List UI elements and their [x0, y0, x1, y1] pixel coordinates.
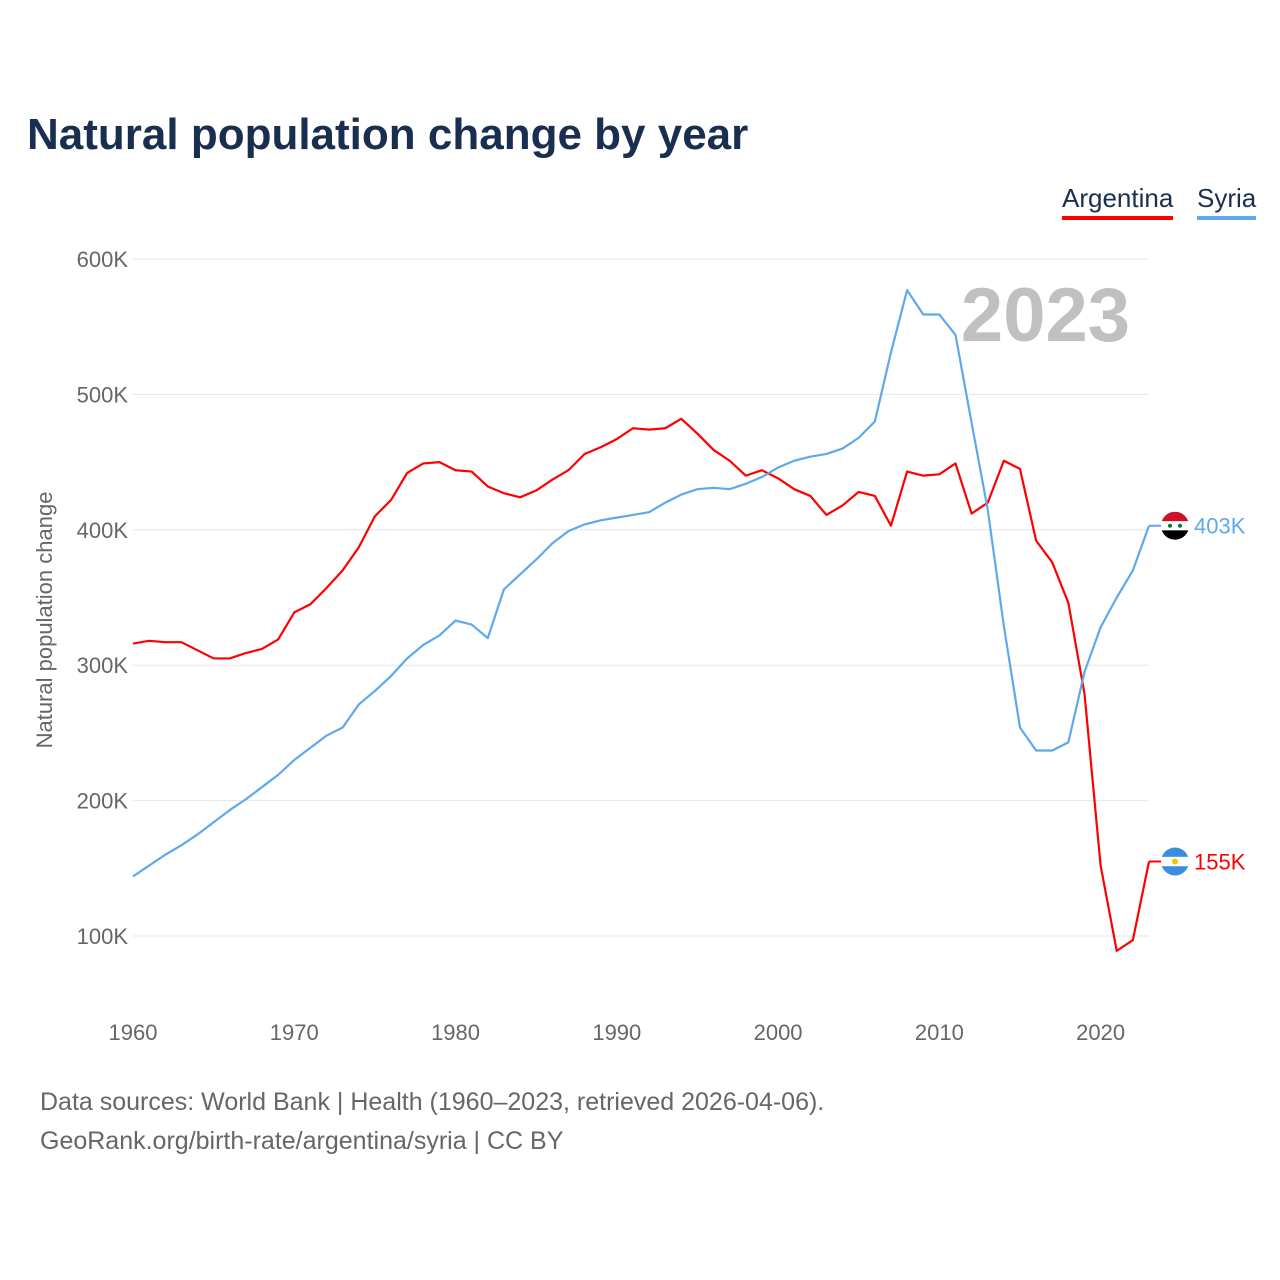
x-tick-label: 2000 [754, 1020, 803, 1045]
x-tick-label: 1960 [109, 1020, 158, 1045]
series-line-argentina [132, 417, 1151, 952]
y-tick-label: 100K [77, 924, 129, 949]
series-line-syria [132, 289, 1151, 878]
y-tick-label: 400K [77, 518, 129, 543]
attribution-note: GeoRank.org/birth-rate/argentina/syria |… [40, 1127, 564, 1155]
year-watermark: 2023 [961, 273, 1130, 358]
x-tick-label: 2010 [915, 1020, 964, 1045]
syria-flag-icon [1161, 511, 1189, 540]
end-value-label-syria: 403K [1194, 514, 1246, 539]
argentina-flag-icon [1161, 847, 1189, 876]
chart-title: Natural population change by year [27, 110, 749, 159]
x-tick-label: 1980 [431, 1020, 480, 1045]
x-tick-label: 1970 [270, 1020, 319, 1045]
legend-item-syria[interactable]: Syria [1197, 183, 1257, 220]
y-tick-label: 500K [77, 382, 129, 407]
y-axis-label: Natural population change [32, 492, 57, 749]
x-tick-label: 1990 [592, 1020, 641, 1045]
data-source-note: Data sources: World Bank | Health (1960–… [40, 1088, 825, 1116]
y-tick-label: 600K [77, 247, 129, 272]
legend-item-argentina[interactable]: Argentina [1062, 183, 1174, 220]
y-tick-label: 200K [77, 789, 129, 814]
x-tick-label: 2020 [1076, 1020, 1125, 1045]
end-value-label-argentina: 155K [1194, 850, 1246, 875]
y-tick-label: 300K [77, 653, 129, 678]
